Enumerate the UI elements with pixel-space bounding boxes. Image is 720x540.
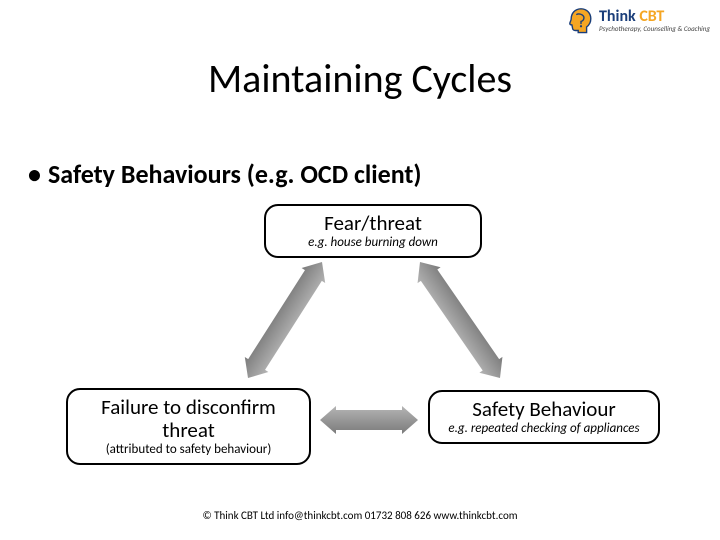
- bullet-dot-icon: •: [28, 158, 48, 190]
- footer-text: © Think CBT Ltd info@thinkcbt.com 01732 …: [0, 509, 720, 522]
- node-safety-behaviour: Safety Behaviour e.g. repeated checking …: [428, 390, 660, 444]
- logo-title-part2: CBT: [636, 7, 665, 26]
- logo-text: Think CBT Psychotherapy, Counselling & C…: [599, 9, 710, 32]
- node-failure-disconfirm: Failure to disconfirm threat (attributed…: [66, 388, 311, 465]
- node-fear-threat: Fear/threat e.g. house burning down: [264, 204, 482, 258]
- node-left-title: Failure to disconfirm threat: [78, 396, 299, 442]
- node-left-sub: (attributed to safety behaviour): [78, 442, 299, 457]
- logo-head-icon: [567, 6, 595, 34]
- logo: Think CBT Psychotherapy, Counselling & C…: [567, 6, 710, 34]
- node-top-title: Fear/threat: [276, 212, 470, 235]
- node-right-sub: e.g. repeated checking of appliances: [440, 421, 648, 436]
- logo-subtitle: Psychotherapy, Counselling & Coaching: [599, 25, 710, 32]
- page-title: Maintaining Cycles: [0, 54, 720, 103]
- logo-title-part1: Think: [599, 7, 636, 26]
- bullet-line: •Safety Behaviours (e.g. OCD client): [28, 158, 422, 190]
- logo-title: Think CBT: [599, 9, 710, 25]
- node-top-sub: e.g. house burning down: [276, 235, 470, 250]
- node-right-title: Safety Behaviour: [440, 398, 648, 421]
- bullet-text: Safety Behaviours (e.g. OCD client): [48, 158, 422, 190]
